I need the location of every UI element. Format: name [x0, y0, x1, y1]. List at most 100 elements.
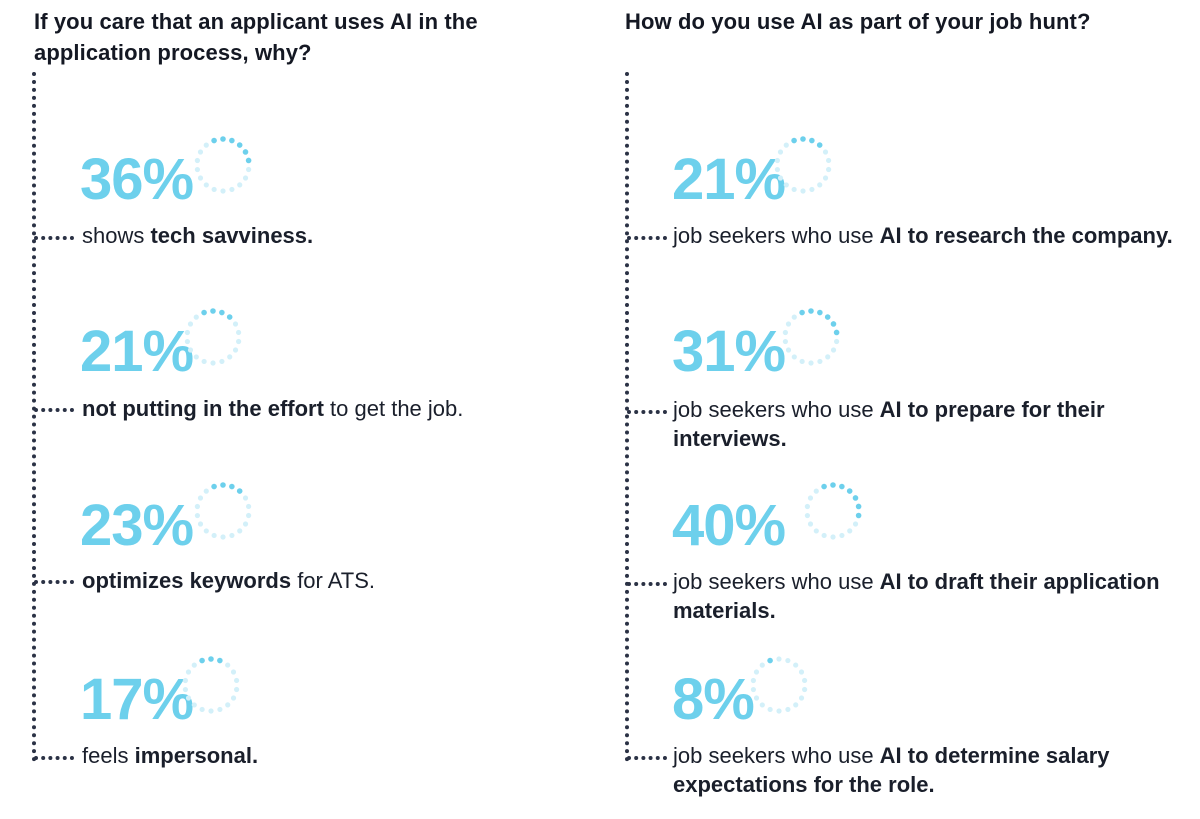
ring-dot-empty [194, 503, 200, 510]
ring-dot-empty [774, 157, 780, 164]
ring-dot-filled [220, 482, 226, 488]
progress-ring-icon [750, 656, 808, 714]
ring-dot-empty [237, 528, 243, 534]
ring-dot-empty [229, 532, 235, 539]
ring-dot-filled [855, 503, 862, 510]
ring-dot-empty [246, 503, 252, 510]
ring-dot-empty [234, 677, 240, 684]
ring-dot-empty [817, 182, 823, 188]
ring-dot-empty [804, 503, 810, 510]
ring-dot-filled [201, 309, 207, 316]
stat-caption: shows tech savviness. [82, 221, 582, 250]
ring-dot-empty [242, 521, 249, 527]
dotted-connector [34, 756, 74, 760]
stat-caption: job seekers who use AI to determine sala… [673, 741, 1173, 799]
caption-pre: job seekers who use [673, 223, 880, 248]
ring-dot-empty [785, 347, 792, 353]
progress-ring-icon [194, 482, 252, 540]
ring-dot-empty [194, 512, 200, 519]
ring-dot-empty [821, 532, 827, 539]
ring-dot-empty [802, 686, 808, 693]
ring-dot-filled [817, 309, 823, 316]
ring-dot-empty [785, 706, 791, 713]
ring-dot-empty [783, 142, 789, 148]
stat-caption: job seekers who use AI to draft their ap… [673, 567, 1173, 625]
ring-dot-empty [197, 495, 204, 501]
ring-dot-empty [194, 157, 200, 164]
stat-percent: 23% [80, 493, 194, 558]
caption-pre: job seekers who use [673, 743, 880, 768]
ring-dot-filled [767, 657, 773, 664]
ring-dot-filled [824, 314, 831, 320]
ring-dot-empty [193, 314, 199, 320]
ring-dot-empty [232, 321, 239, 327]
ring-dot-empty [225, 662, 231, 668]
ring-dot-empty [847, 528, 853, 534]
ring-dot-filled [210, 308, 216, 314]
ring-dot-empty [203, 182, 209, 188]
ring-dot-empty [211, 186, 217, 193]
ring-dot-empty [802, 677, 808, 684]
ring-dot-filled [211, 137, 217, 144]
ring-dot-empty [246, 512, 252, 519]
ring-dot-empty [791, 354, 797, 360]
caption-pre: job seekers who use [673, 569, 880, 594]
ring-dot-empty [210, 360, 216, 366]
caption-bold: AI to prepare for their interviews. [673, 397, 1105, 451]
ring-dot-filled [821, 483, 827, 490]
ring-dot-empty [199, 706, 205, 713]
ring-dot-empty [804, 512, 810, 519]
ring-dot-empty [203, 142, 209, 148]
ring-dot-empty [753, 695, 760, 701]
ring-dot-filled [236, 142, 243, 148]
ring-dot-empty [759, 662, 765, 668]
caption-post: for ATS. [291, 568, 376, 593]
ring-dot-empty [750, 686, 756, 693]
ring-dot-empty [191, 662, 197, 668]
ring-dot-empty [767, 706, 773, 713]
ring-dot-filled [833, 329, 840, 336]
ring-dot-empty [236, 338, 242, 345]
ring-dot-empty [813, 488, 819, 494]
dotted-connector [34, 408, 74, 412]
caption-bold: AI to research the company. [879, 223, 1173, 248]
ring-dot-empty [826, 166, 832, 173]
ring-dot-empty [225, 702, 231, 708]
ring-dot-filled [245, 157, 252, 164]
ring-dot-empty [817, 358, 823, 365]
left-heading: If you care that an applicant uses AI in… [34, 9, 478, 65]
ring-dot-empty [203, 528, 209, 534]
progress-ring-icon [782, 308, 840, 366]
ring-dot-empty [783, 182, 789, 188]
ring-dot-empty [227, 354, 233, 360]
ring-dot-empty [230, 695, 237, 701]
caption-pre: shows [82, 223, 151, 248]
ring-dot-empty [230, 669, 237, 675]
ring-dot-empty [237, 182, 243, 188]
stat-percent: 8% [672, 667, 755, 732]
caption-bold: not putting in the effort [82, 396, 324, 421]
progress-ring-icon [182, 656, 240, 714]
ring-dot-empty [776, 656, 782, 662]
ring-dot-empty [782, 338, 788, 345]
dotted-connector [627, 236, 667, 240]
stat-percent: 40% [672, 493, 786, 558]
ring-dot-empty [777, 149, 784, 155]
stat-caption: not putting in the effort to get the job… [82, 394, 582, 423]
ring-dot-empty [777, 175, 784, 181]
ring-dot-empty [197, 175, 204, 181]
ring-dot-empty [191, 702, 197, 708]
right-dotted-spine [625, 72, 629, 762]
ring-dot-empty [785, 657, 791, 664]
ring-dot-empty [807, 495, 814, 501]
ring-dot-filled [855, 512, 862, 519]
ring-dot-empty [217, 706, 223, 713]
ring-dot-empty [774, 166, 780, 173]
ring-dot-empty [808, 360, 814, 366]
ring-dot-empty [232, 347, 239, 353]
ring-dot-empty [759, 702, 765, 708]
ring-dot-empty [242, 495, 249, 501]
ring-dot-empty [185, 695, 192, 701]
ring-dot-filled [199, 657, 205, 664]
dotted-connector [627, 410, 667, 414]
